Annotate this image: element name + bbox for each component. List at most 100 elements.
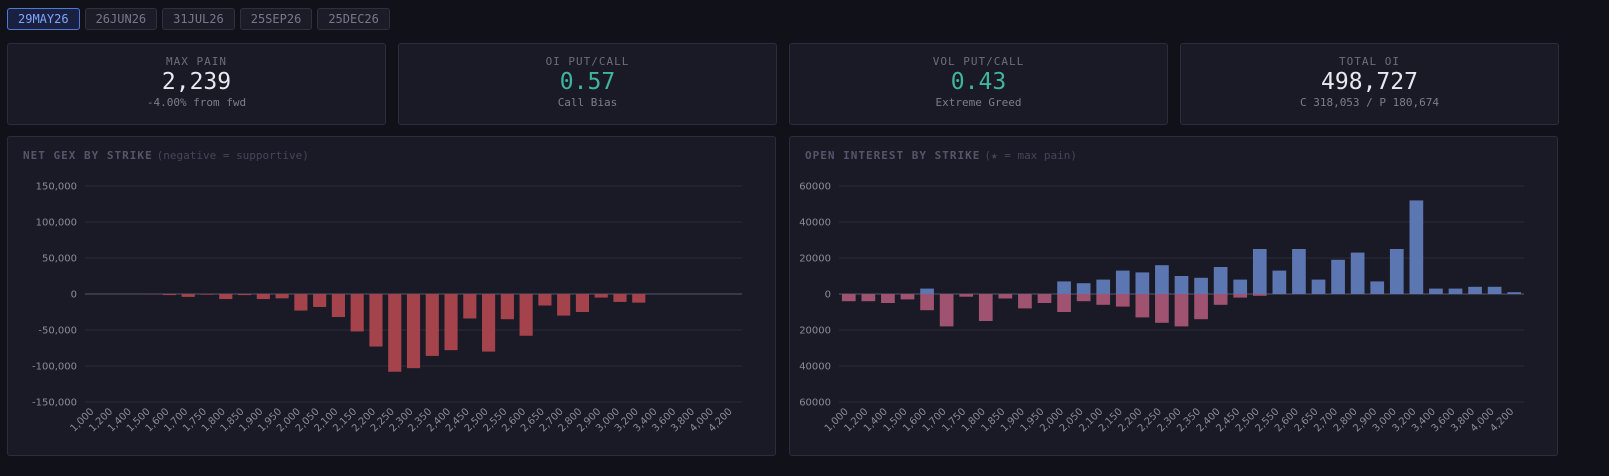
stat-card: VOL PUT/CALL 0.43 Extreme Greed [789,43,1168,125]
tab[interactable]: 29MAY26 [7,8,80,30]
bar [1135,294,1150,318]
chart: 60000400002000002000040000600001,0001,20… [799,182,1524,434]
bar [1174,294,1189,327]
bar [500,294,514,320]
bar [1174,276,1189,294]
bar [519,294,533,336]
y-tick-label: 0 [71,290,77,301]
tab[interactable]: 31JUL26 [162,8,235,30]
bar [1057,281,1071,294]
bar [482,294,496,352]
bar [920,288,934,294]
bar [632,294,646,303]
chart-subtitle: (★ = max pain) [984,149,1078,162]
title-text: NET GEX BY STRIKE [23,149,153,162]
card-value: 498,727 [1321,69,1418,95]
bar [557,294,571,316]
bar [1468,286,1482,294]
bar [425,294,439,356]
stat-card: MAX PAIN 2,239 -4.00% from fwd [7,43,386,125]
bar [1115,270,1130,294]
y-tick-label: -50,000 [38,326,77,337]
bar [998,294,1013,299]
card-sub: C 318,053 / P 180,674 [1299,96,1440,109]
bar [237,294,252,296]
bar [978,294,993,321]
bar [613,294,627,302]
tab[interactable]: 25DEC26 [317,8,390,30]
chart-subtitle: (negative = supportive) [156,149,309,162]
title-text: OPEN INTEREST BY STRIKE [805,149,981,162]
bar [200,294,214,295]
bar [1194,277,1208,294]
card-label: VOL PUT/CALL [932,55,1025,68]
card-sub: Call Bias [557,96,618,109]
bar [331,294,345,318]
bar [939,294,954,327]
y-tick-label: 60000 [799,182,831,193]
y-tick-label: 50,000 [42,254,77,265]
bar [1135,272,1150,294]
tab[interactable]: 25SEP26 [239,8,313,30]
bar [1037,294,1052,303]
card-label: MAX PAIN [166,55,227,68]
chart: 150,000 100,000 50,000 0 -50,000 -100,000 -150… [32,182,742,434]
bar [594,294,608,298]
y-tick-label: -150,000 [32,398,77,409]
bar [920,294,934,311]
y-tick-label: 40000 [799,218,831,229]
chart-title: NET GEX BY STRIKE (negative = supportive) [23,149,309,162]
bar [1076,294,1091,302]
bar [162,294,177,296]
bar [881,294,895,303]
bar [1292,249,1306,294]
bar [861,294,876,302]
y-tick-label: 100,000 [36,218,77,229]
card-value: 2,239 [161,69,232,95]
y-tick-label: 20000 [799,254,831,265]
bar [1507,292,1522,294]
bar [463,294,477,319]
bar [256,294,270,300]
tab[interactable]: 26JUN26 [84,8,158,30]
bar [1213,294,1228,305]
y-tick-label: -100,000 [32,362,77,373]
card-value: 0.57 [559,69,616,95]
bar [369,294,383,347]
bar [1252,294,1267,296]
bar [1272,270,1287,294]
bar [406,294,421,369]
card-value: 0.43 [950,69,1007,95]
bar [841,294,856,302]
y-tick-label: 150,000 [36,182,77,193]
bar [575,294,590,312]
bar [1057,294,1071,312]
bar [444,294,458,351]
bar [1487,286,1502,294]
bar [1018,294,1032,309]
chart-title: OPEN INTEREST BY STRIKE (★ = max pain) [805,149,1077,162]
bar [1213,267,1228,294]
bar [1233,279,1248,294]
bar [900,294,915,300]
bar [1155,294,1169,323]
card-sub: -4.00% from fwd [146,96,247,109]
bar [1252,249,1267,294]
bar [1155,265,1169,294]
bar [538,294,552,306]
bar [1350,252,1365,294]
y-tick-label: 0 [825,290,831,301]
bar [388,294,402,372]
bar [313,294,327,307]
card-sub: Extreme Greed [935,96,1022,109]
y-tick-label: 40000 [799,362,831,373]
bar [1233,294,1248,298]
bar [1429,288,1443,294]
chart-panel: 60000 40000 20000 0 20000 40000 60000 1,000 1,20… [789,136,1558,456]
stat-card: OI PUT/CALL 0.57 Call Bias [398,43,777,125]
bar [294,294,308,311]
expiry-tabs: 29MAY26 26JUN26 31JUL26 25SEP26 25DEC26 [7,8,390,30]
card-label: TOTAL OI [1339,55,1400,68]
bar [1331,259,1345,294]
